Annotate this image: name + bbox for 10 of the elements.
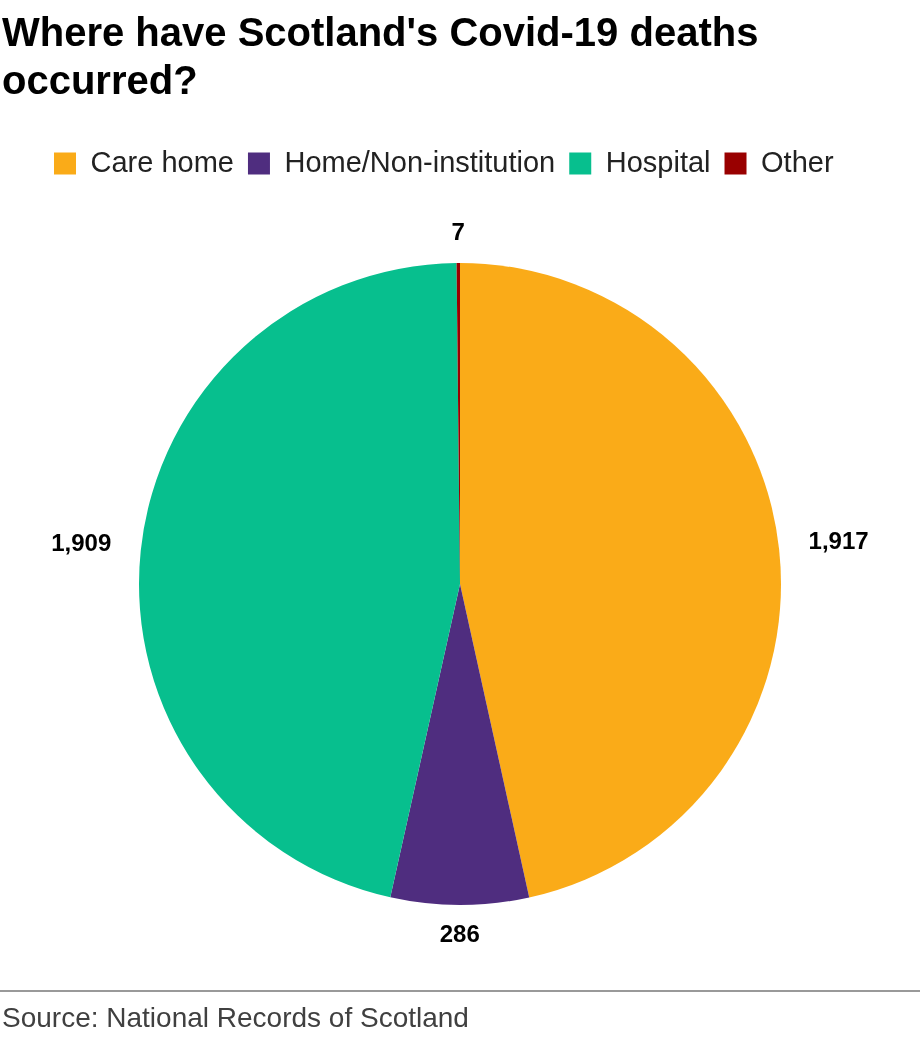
legend-label: Care home xyxy=(90,145,234,178)
data-label: 286 xyxy=(439,919,480,947)
chart-title: Where have Scotland's Covid-19 deaths occurred? xyxy=(2,9,760,104)
legend-label: Hospital xyxy=(605,145,711,178)
data-label: 7 xyxy=(451,217,465,245)
source-note: Source: National Records of Scotland xyxy=(2,1002,469,1034)
data-label: 1,909 xyxy=(51,529,112,557)
legend-label: Other xyxy=(761,145,834,178)
data-label: 1,917 xyxy=(808,527,869,555)
legend-label: Home/Non-institution xyxy=(284,145,556,178)
